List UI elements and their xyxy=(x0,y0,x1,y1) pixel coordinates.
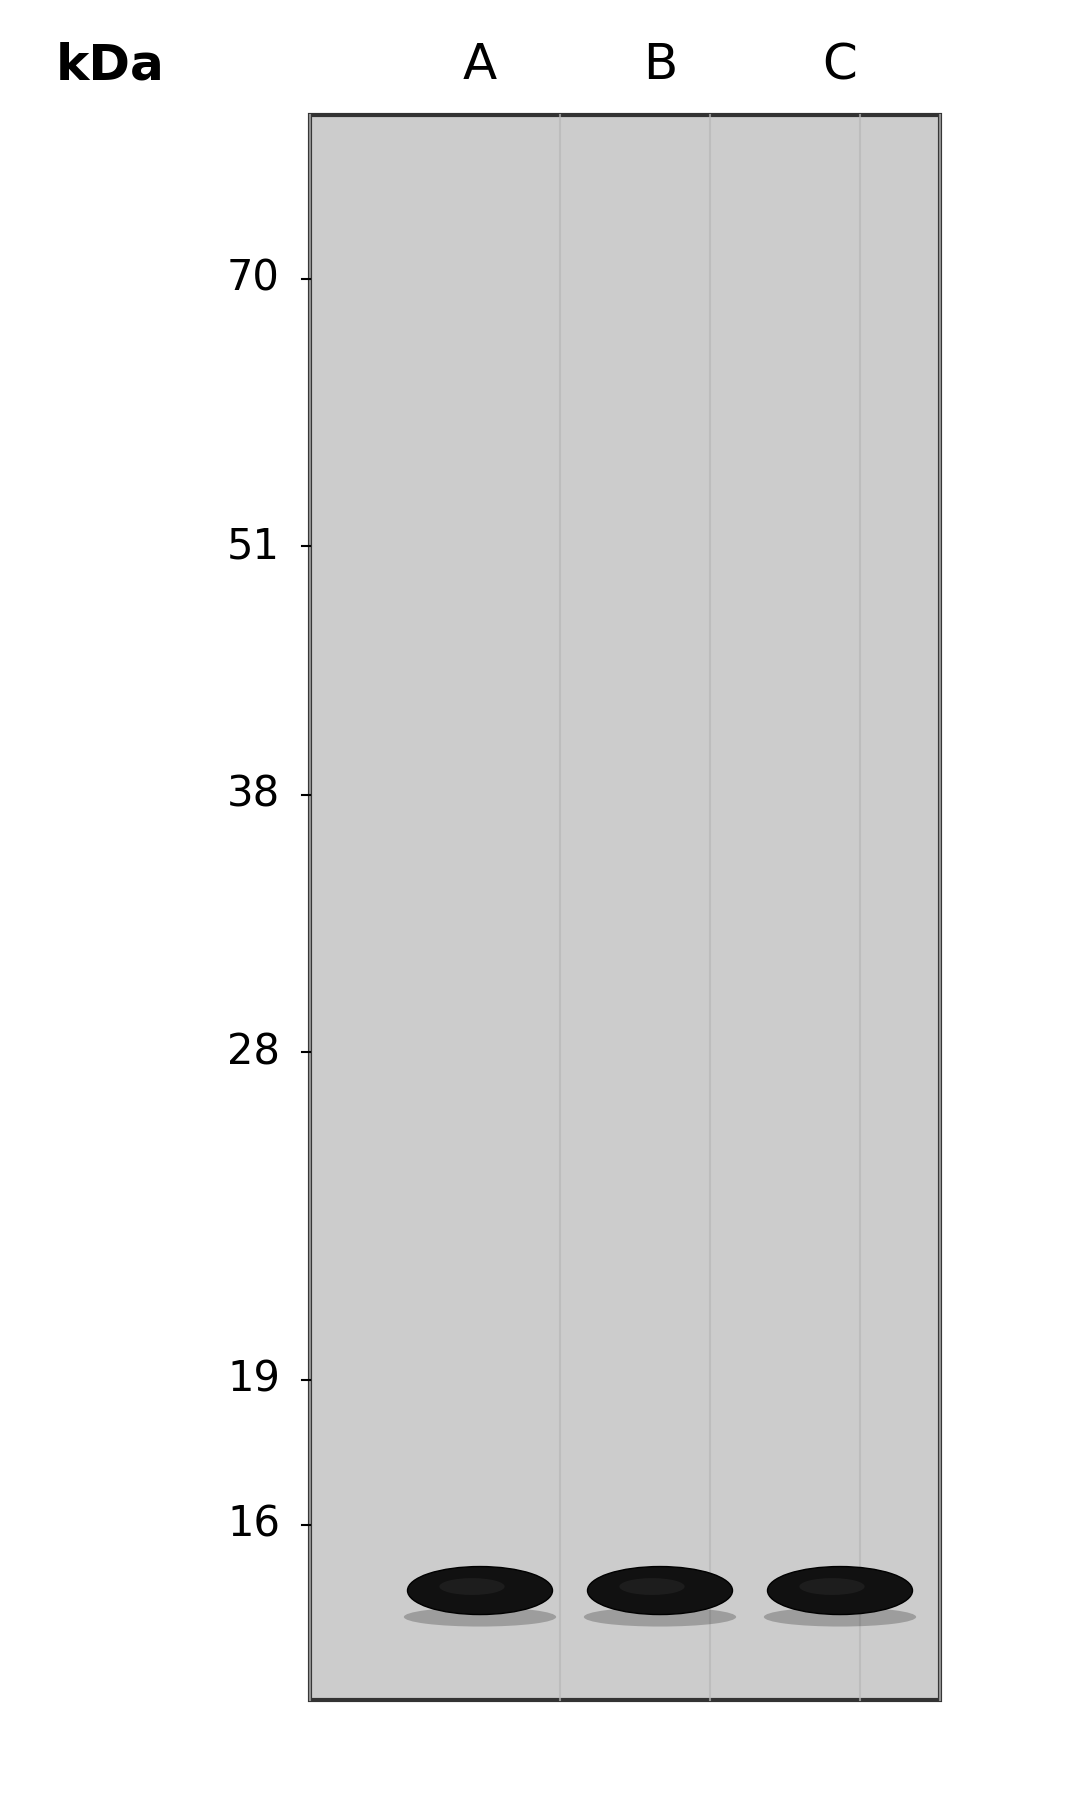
Text: 70: 70 xyxy=(227,257,280,301)
Text: C: C xyxy=(823,41,858,88)
Text: B: B xyxy=(643,41,677,88)
Text: kDa: kDa xyxy=(56,41,164,88)
Ellipse shape xyxy=(619,1579,685,1595)
Text: 16: 16 xyxy=(227,1503,280,1546)
Ellipse shape xyxy=(407,1566,553,1615)
Bar xyxy=(310,115,940,1699)
Ellipse shape xyxy=(404,1607,556,1627)
Ellipse shape xyxy=(440,1579,504,1595)
Ellipse shape xyxy=(584,1607,737,1627)
Ellipse shape xyxy=(768,1566,913,1615)
Text: 38: 38 xyxy=(227,774,280,815)
Text: A: A xyxy=(463,41,497,88)
Ellipse shape xyxy=(764,1607,916,1627)
Ellipse shape xyxy=(588,1566,732,1615)
Text: 19: 19 xyxy=(227,1359,280,1400)
Text: 28: 28 xyxy=(227,1031,280,1073)
Ellipse shape xyxy=(799,1579,865,1595)
Text: 51: 51 xyxy=(227,526,280,567)
